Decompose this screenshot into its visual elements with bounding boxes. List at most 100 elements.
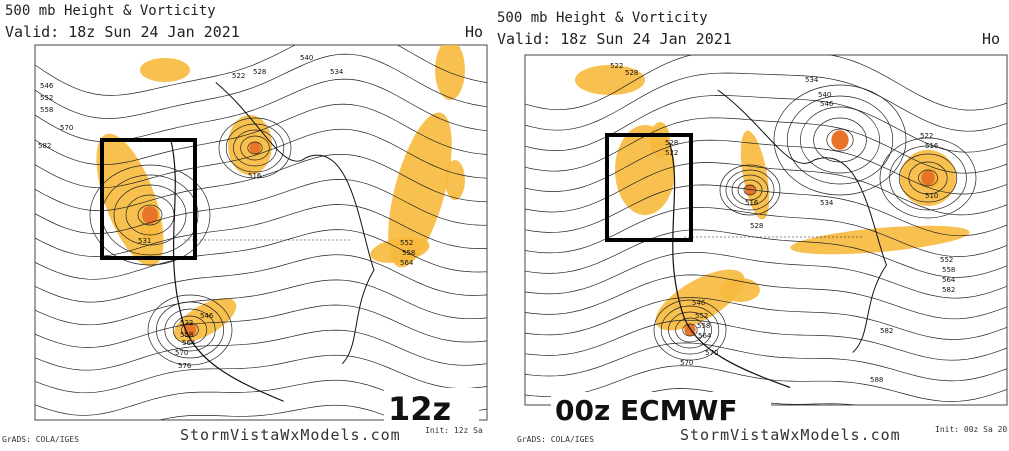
vorticity-area: [435, 45, 465, 100]
height-contour: [525, 274, 1007, 320]
contour-label: 516: [248, 172, 262, 180]
panel-right: 5225285345405465285225285165105225165345…: [497, 10, 1008, 444]
label-bg: [551, 392, 771, 424]
height-contour-ring: [682, 323, 698, 337]
height-contour-ring: [737, 179, 763, 201]
grads-credit: GrADS: COLA/IGES: [2, 435, 79, 444]
height-contour: [35, 204, 487, 257]
height-contour-ring: [113, 184, 187, 246]
contour-label: 522: [232, 72, 245, 80]
contour-label: 534: [805, 76, 819, 84]
height-contour: [35, 354, 487, 394]
height-contour: [525, 365, 1007, 402]
height-contour-ring: [181, 322, 199, 338]
contour-label: 510: [925, 192, 938, 200]
contour-label: 528: [665, 139, 678, 147]
height-contour-ring: [172, 315, 208, 345]
contour-label: 540: [818, 91, 831, 99]
height-contour: [35, 229, 487, 280]
coastline: [669, 142, 791, 389]
height-contour-ring: [240, 135, 270, 161]
height-contour: [35, 128, 487, 189]
contour-label: 582: [942, 286, 955, 294]
height-contour-ring: [918, 169, 938, 187]
vorticity-area: [140, 58, 190, 82]
contour-label: 564: [942, 276, 956, 284]
height-contour-ring: [653, 299, 727, 361]
vorticity-core: [142, 206, 158, 224]
contour-label: 546: [692, 299, 706, 307]
contour-label: 522: [180, 319, 193, 327]
height-contour-ring: [675, 317, 705, 343]
height-contour-ring: [147, 294, 233, 366]
contour-label: 528: [253, 68, 266, 76]
height-contour-ring: [668, 311, 712, 349]
contour-label: 564: [400, 259, 414, 267]
vorticity-area: [740, 130, 770, 220]
height-contour-ring: [660, 305, 720, 355]
contour-label: 534: [820, 199, 834, 207]
init-time: Init: 00z Sa 20: [935, 425, 1007, 434]
height-contour-ring: [719, 164, 781, 216]
contour-label: 564: [698, 332, 712, 340]
contour-label: 570: [175, 349, 188, 357]
height-contour-ring: [137, 204, 163, 226]
height-contour-ring: [156, 301, 224, 359]
contour-label: 552: [400, 239, 413, 247]
coastline: [717, 89, 888, 353]
height-contour-ring: [898, 153, 958, 203]
header-cut: Ho: [982, 30, 1000, 48]
height-contour-ring: [908, 161, 948, 195]
contour-label: 546: [820, 100, 834, 108]
vorticity-core: [831, 130, 849, 150]
vorticity-core: [249, 141, 261, 155]
height-contour: [35, 179, 487, 234]
contour-label: 582: [880, 327, 893, 335]
contour-label: 540: [300, 54, 313, 62]
height-contour: [525, 342, 1007, 382]
contour-label: 576: [178, 362, 192, 370]
contour-label: 516: [745, 199, 759, 207]
coastline: [170, 138, 284, 402]
height-contour: [35, 254, 487, 303]
model-label: 12z: [388, 390, 451, 428]
contour-label: 558: [402, 249, 415, 257]
height-contour: [35, 45, 487, 96]
contour-label: 546: [200, 312, 214, 320]
contour-label: 522: [610, 62, 623, 70]
contour-label: 522: [665, 149, 678, 157]
height-contour: [525, 319, 1007, 361]
height-contour-ring: [233, 129, 277, 167]
contour-label: 570: [60, 124, 73, 132]
credit: StormVistaWxModels.com: [180, 426, 401, 444]
contour-label: 570: [705, 349, 718, 357]
contour-label: 534: [330, 68, 344, 76]
highlight-box: [100, 138, 197, 260]
height-contour-ring: [89, 164, 211, 266]
height-contour-ring: [731, 174, 769, 206]
highlight-box: [605, 133, 693, 242]
credit: StormVistaWxModels.com: [680, 426, 901, 444]
contour-label: 558: [697, 322, 710, 330]
height-contour: [35, 279, 487, 326]
contour-label: 522: [920, 132, 933, 140]
init-time: Init: 12z Sa: [425, 426, 483, 435]
map: 546 552 558 570 582 522 528 540 534 516 531 522 546 5…: [35, 45, 487, 420]
contour-label: 558: [40, 106, 53, 114]
vorticity-area: [388, 112, 452, 268]
valid-time: Valid: 18z Sun 24 Jan 2021: [497, 30, 732, 48]
map: 5225285345405465285225285165105225165345…: [525, 55, 1007, 405]
height-contour-ring: [889, 145, 967, 211]
height-contour-ring: [826, 128, 854, 152]
panel-left: 546 552 558 570 582 522 528 540 534 516 531 522 546 5…: [2, 3, 488, 444]
vorticity-area: [790, 225, 970, 255]
vorticity-core: [921, 170, 935, 186]
contour-label: 558: [942, 266, 955, 274]
height-contour-ring: [164, 308, 216, 352]
label-bg: [384, 388, 479, 424]
height-contour: [158, 404, 398, 420]
height-contour: [525, 72, 1007, 132]
vorticity-area: [445, 160, 465, 200]
contour-label: 531: [138, 237, 151, 245]
